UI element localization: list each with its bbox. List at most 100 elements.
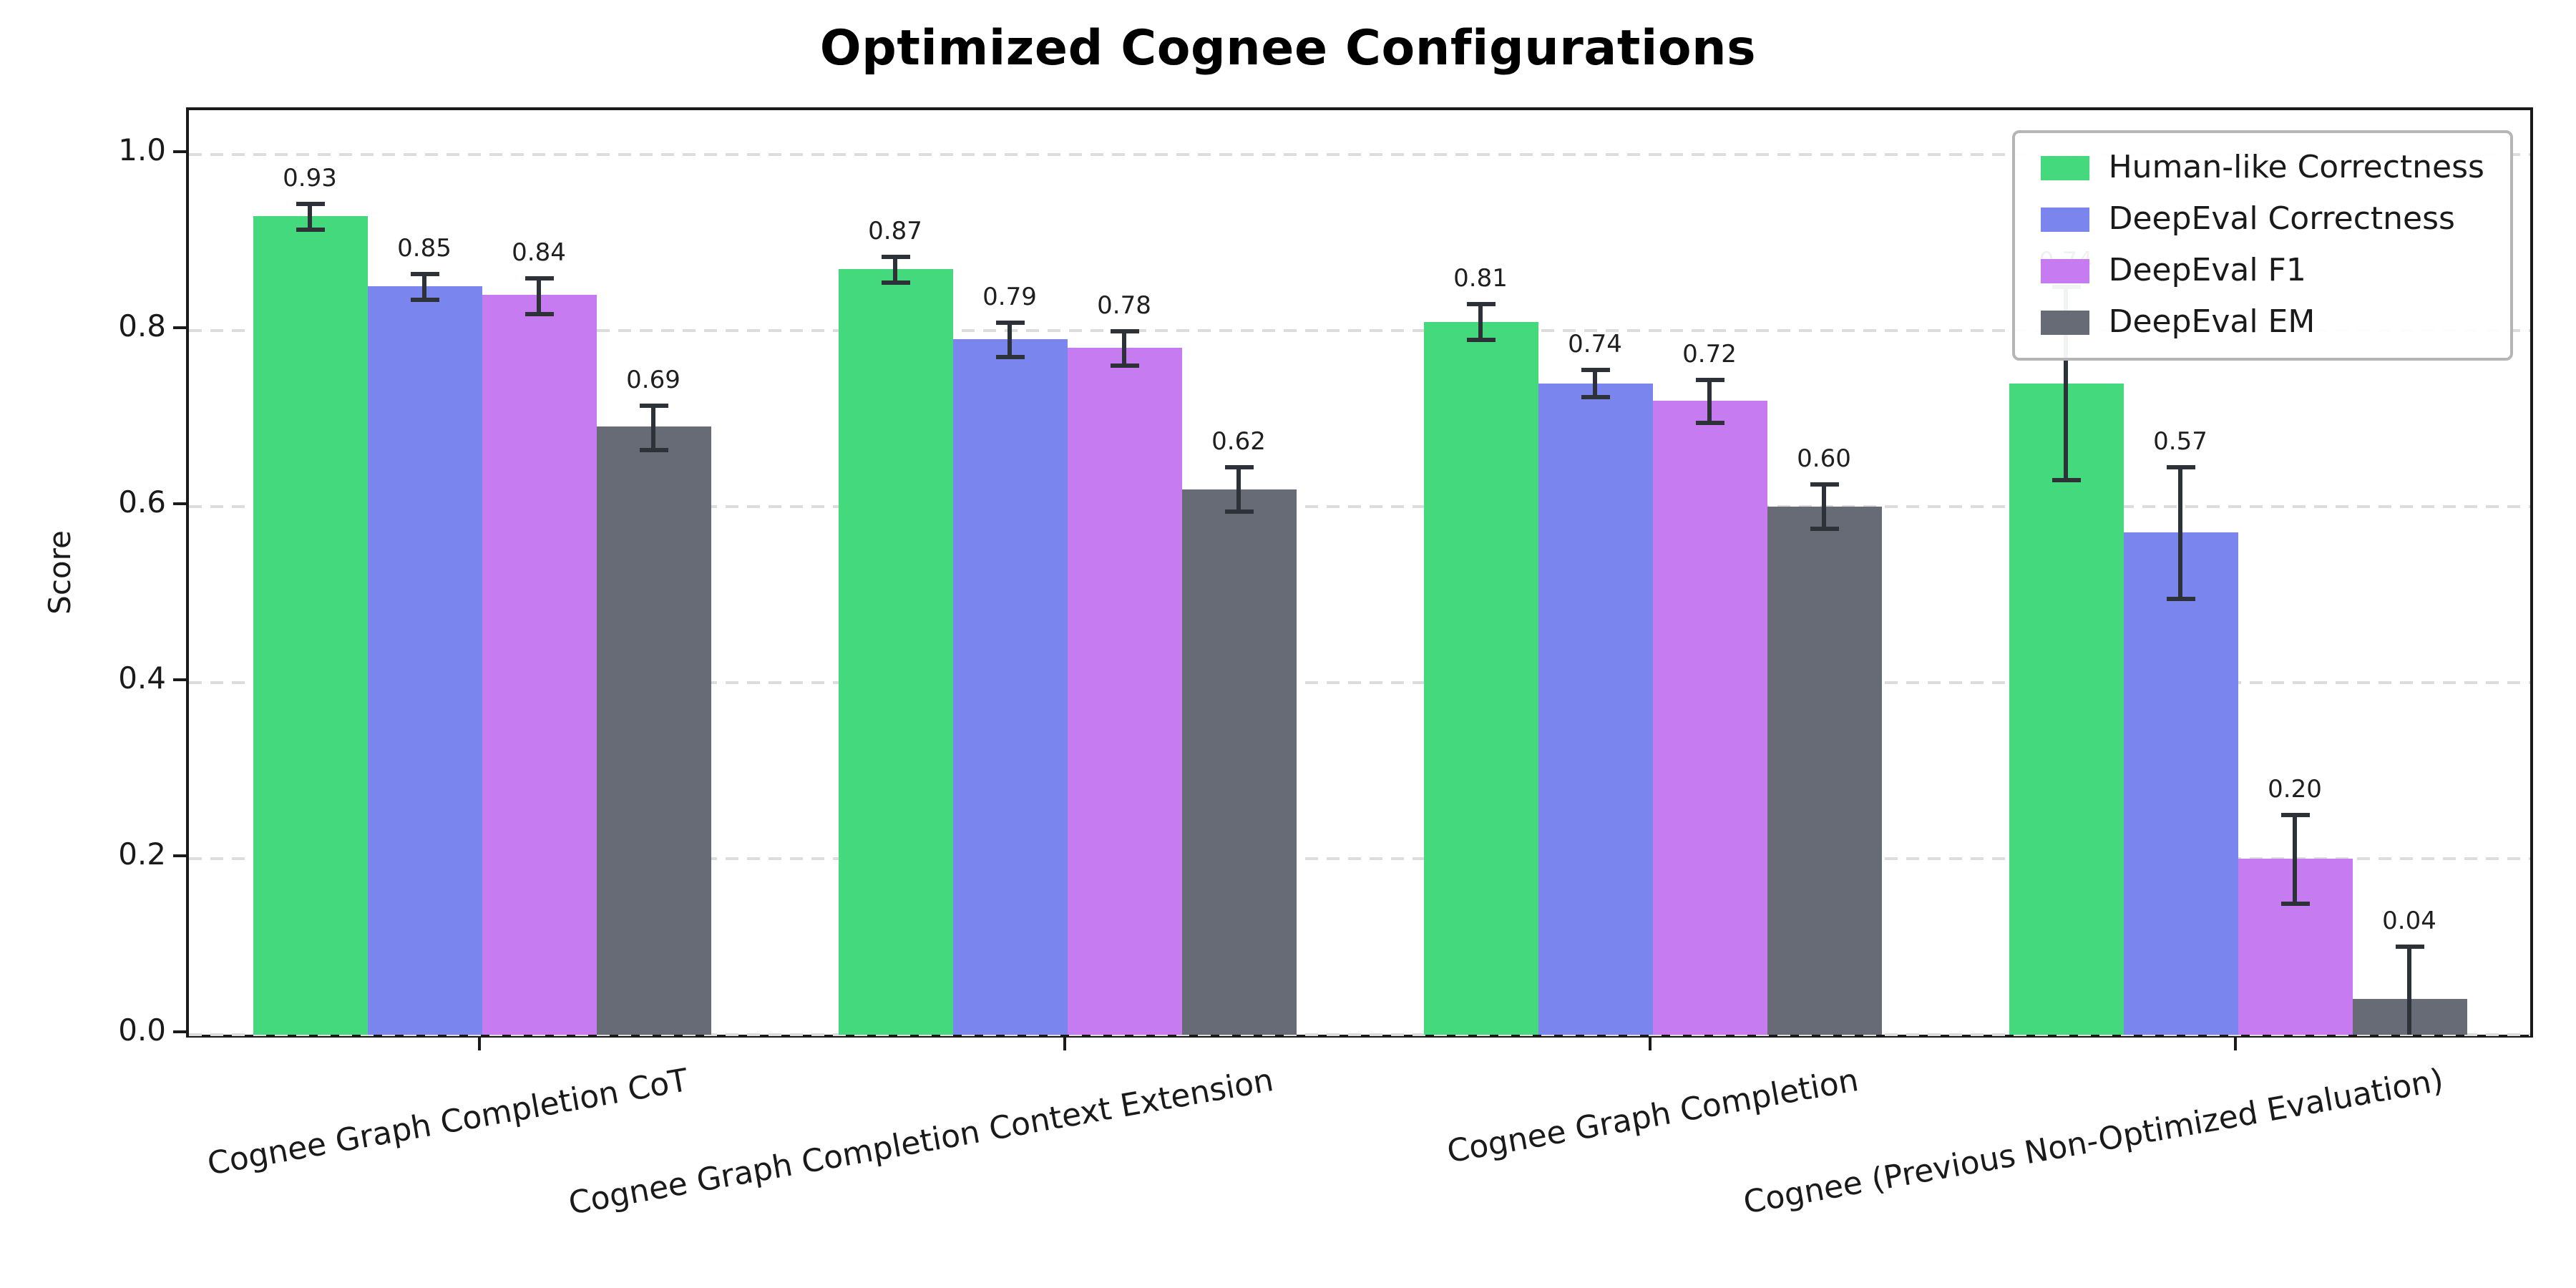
error-bar-cap-top bbox=[410, 271, 439, 276]
error-bar bbox=[1707, 379, 1712, 423]
error-bar-cap-top bbox=[525, 275, 553, 280]
y-tick-mark bbox=[173, 678, 186, 681]
legend-label: DeepEval Correctness bbox=[2108, 202, 2455, 238]
bar-value-label: 0.79 bbox=[982, 283, 1037, 312]
bar-value-label: 0.78 bbox=[1097, 291, 1151, 321]
error-bar bbox=[2064, 286, 2068, 480]
error-bar-cap-bottom bbox=[410, 298, 439, 303]
bar-deepeval-f1 bbox=[482, 295, 596, 1035]
error-bar-cap-top bbox=[1810, 482, 1838, 487]
error-bar bbox=[308, 203, 312, 230]
y-tick-label: 0.6 bbox=[118, 484, 166, 519]
y-tick-mark bbox=[173, 1030, 186, 1033]
y-tick-label: 0.4 bbox=[118, 660, 166, 696]
legend-item-human-like-correctness: Human-like Correctness bbox=[2041, 150, 2484, 186]
bar-deepeval-correctness bbox=[1538, 383, 1652, 1035]
bar-value-label: 0.62 bbox=[1211, 428, 1266, 457]
chart-title: Optimized Cognee Configurations bbox=[819, 20, 1757, 77]
y-tick-label: 0.8 bbox=[118, 308, 166, 343]
bar-human-like-correctness bbox=[253, 215, 367, 1035]
error-bar-cap-top bbox=[1224, 465, 1253, 470]
error-bar-cap-bottom bbox=[1581, 394, 1609, 399]
x-tick-label: Cognee Graph Completion bbox=[1445, 1063, 1862, 1171]
error-bar-cap-top bbox=[1466, 302, 1495, 307]
y-tick-mark bbox=[173, 326, 186, 329]
error-bar bbox=[2407, 946, 2411, 1035]
error-bar-cap-bottom bbox=[881, 280, 909, 285]
error-bar bbox=[422, 273, 426, 300]
gridline bbox=[189, 1033, 2530, 1036]
bar-value-label: 0.84 bbox=[512, 238, 566, 268]
error-bar bbox=[2293, 814, 2297, 903]
bar-value-label: 0.20 bbox=[2268, 776, 2322, 805]
gridline bbox=[189, 152, 2530, 156]
legend-label: DeepEval EM bbox=[2108, 305, 2316, 341]
bar-value-label: 0.04 bbox=[2382, 907, 2436, 937]
y-tick-mark bbox=[173, 854, 186, 857]
legend-label: DeepEval F1 bbox=[2108, 253, 2306, 289]
legend-swatch-deepeval-em bbox=[2041, 311, 2090, 335]
bar-deepeval-correctness bbox=[367, 286, 482, 1035]
error-bar bbox=[1122, 330, 1126, 366]
bar-deepeval-em bbox=[1181, 489, 1296, 1035]
bar-value-label: 0.57 bbox=[2153, 428, 2207, 457]
legend-swatch-deepeval-correctness bbox=[2041, 208, 2090, 232]
gridline bbox=[189, 680, 2530, 684]
error-bar bbox=[1478, 303, 1483, 339]
y-tick-mark bbox=[173, 502, 186, 505]
error-bar-cap-bottom bbox=[1695, 421, 1724, 426]
gridline bbox=[189, 328, 2530, 332]
error-bar-cap-top bbox=[2395, 945, 2424, 950]
x-tick-mark bbox=[1063, 1038, 1065, 1050]
y-tick-label: 0.0 bbox=[118, 1013, 166, 1048]
x-tick-mark bbox=[477, 1038, 480, 1050]
y-tick-mark bbox=[173, 150, 186, 153]
bar-human-like-correctness bbox=[1423, 321, 1538, 1035]
y-tick-label: 1.0 bbox=[118, 132, 166, 167]
error-bar-cap-top bbox=[881, 254, 909, 258]
y-tick-label: 0.2 bbox=[118, 836, 166, 872]
legend-label: Human-like Correctness bbox=[2108, 150, 2484, 186]
bar-value-label: 0.93 bbox=[283, 164, 337, 193]
error-bar-cap-top bbox=[296, 201, 324, 206]
error-bar-cap-top bbox=[1695, 377, 1724, 382]
error-bar bbox=[2178, 467, 2182, 599]
bar-deepeval-correctness bbox=[2123, 532, 2238, 1035]
gridline bbox=[189, 504, 2530, 508]
error-bar bbox=[1822, 484, 1826, 529]
x-tick-label: Cognee Graph Completion CoT bbox=[205, 1063, 691, 1184]
legend-swatch-deepeval-f1 bbox=[2041, 259, 2090, 283]
legend-item-deepeval-correctness: DeepEval Correctness bbox=[2041, 202, 2484, 238]
bar-deepeval-correctness bbox=[952, 338, 1067, 1035]
error-bar bbox=[537, 277, 541, 313]
error-bar bbox=[1236, 467, 1241, 511]
bar-deepeval-em bbox=[596, 426, 711, 1035]
bar-value-label: 0.60 bbox=[1797, 445, 1851, 474]
y-axis: 0.0 0.2 0.4 0.6 0.8 1.0 bbox=[0, 0, 186, 1288]
legend-item-deepeval-em: DeepEval EM bbox=[2041, 305, 2484, 341]
error-bar-cap-bottom bbox=[995, 355, 1024, 360]
x-tick-mark bbox=[2233, 1038, 2236, 1050]
x-tick-mark bbox=[1648, 1038, 1651, 1050]
bar-value-label: 0.69 bbox=[626, 366, 680, 396]
bar-human-like-correctness bbox=[838, 268, 952, 1035]
bar-value-label: 0.74 bbox=[1568, 331, 1622, 360]
bar-value-label: 0.85 bbox=[397, 234, 452, 263]
error-bar-cap-top bbox=[1110, 328, 1138, 333]
legend-swatch-human-like-correctness bbox=[2041, 156, 2090, 180]
bar-value-label: 0.72 bbox=[1682, 340, 1737, 369]
error-bar-cap-top bbox=[639, 404, 668, 409]
error-bar-cap-bottom bbox=[2166, 597, 2195, 602]
error-bar-cap-top bbox=[2280, 813, 2309, 818]
bar-value-label: 0.87 bbox=[868, 217, 922, 245]
error-bar-cap-bottom bbox=[639, 447, 668, 452]
error-bar-cap-bottom bbox=[1110, 364, 1138, 369]
error-bar-cap-bottom bbox=[525, 311, 553, 316]
error-bar-cap-bottom bbox=[2051, 478, 2080, 483]
error-bar bbox=[893, 255, 897, 282]
gridline bbox=[189, 857, 2530, 860]
bar-human-like-correctness bbox=[2009, 383, 2123, 1035]
error-bar bbox=[651, 405, 655, 449]
